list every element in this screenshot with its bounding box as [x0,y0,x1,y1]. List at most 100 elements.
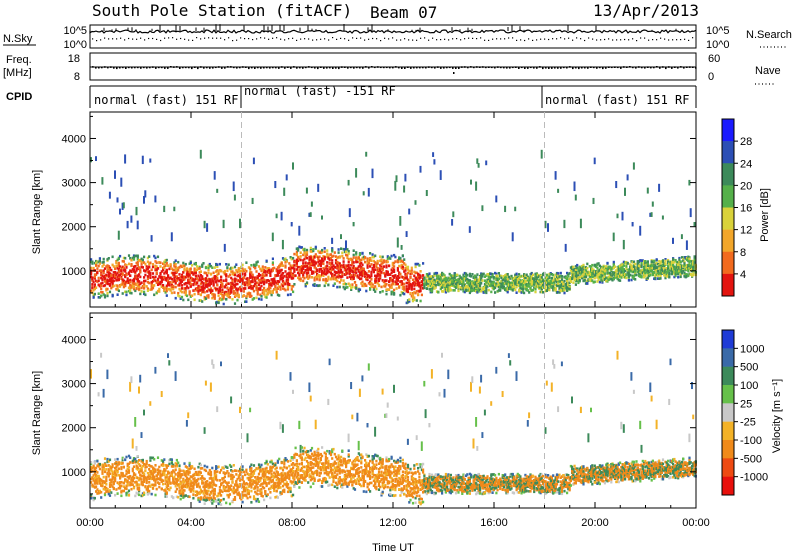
range-gate-cell [687,270,689,273]
sparse-echo-cell [331,238,333,244]
range-gate-cell [507,273,509,276]
range-gate-cell [187,299,189,302]
range-gate-cell [325,282,327,285]
range-gate-cell [106,295,108,298]
range-gate-cell [552,274,554,277]
range-gate-cell [498,278,500,281]
range-gate-cell [401,280,403,283]
range-gate-cell [668,272,670,275]
range-gate-cell [157,267,159,270]
range-gate-cell [284,283,286,286]
range-gate-cell [231,280,233,283]
noise-search-dot [304,38,305,39]
range-gate-cell [529,287,531,290]
range-gate-cell [201,265,203,268]
sparse-echo-cell [119,209,121,215]
sparse-echo-cell [399,216,401,226]
range-gate-cell [677,276,679,279]
range-gate-cell [129,281,131,284]
noise-search-dot [680,39,681,40]
range-gate-cell [218,272,220,275]
range-gate-cell [191,264,193,267]
range-gate-cell [143,287,145,290]
range-gate-cell [278,281,280,284]
range-gate-cell [133,286,135,289]
range-gate-cell [166,262,168,265]
range-gate-cell [205,267,207,270]
range-gate-cell [368,262,370,265]
freq-dot [452,67,454,69]
range-gate-cell [343,257,345,260]
sparse-echo-cell [470,180,472,185]
sparse-echo-cell [440,170,442,180]
range-gate-cell [189,290,191,293]
range-gate-cell [282,272,284,275]
noise-search-dot [588,37,589,38]
noise-search-dot [592,39,593,40]
range-gate-cell [153,294,155,297]
range-gate-cell [293,283,295,286]
range-gate-cell [680,276,682,279]
sparse-echo-cell [118,231,120,240]
colorbar-tick-label: 28 [740,136,752,148]
range-gate-cell [620,276,622,279]
y-tick-label: 4000 [62,133,86,145]
range-gate-cell [266,274,268,277]
nsky-label: N.Sky [3,33,33,45]
range-gate-cell [213,281,215,284]
noise-search-dot [624,39,625,40]
sparse-echo-cell [151,235,153,242]
range-gate-cell [440,279,442,282]
range-gate-cell [272,258,274,261]
range-gate-cell [113,265,115,268]
range-gate-cell [239,281,241,284]
range-gate-cell [546,274,548,277]
freq-dot [197,68,199,70]
power-colorbar-label: Power [dB] [759,188,771,242]
range-gate-cell [662,259,664,262]
range-gate-cell [214,266,216,269]
range-gate-cell [257,261,259,264]
range-gate-cell [324,247,326,250]
range-gate-cell [218,302,220,305]
range-gate-cell [457,290,459,293]
range-gate-cell [306,251,308,254]
range-gate-cell [420,270,422,273]
range-gate-cell [224,270,226,273]
range-gate-cell [143,256,145,259]
range-gate-cell [619,279,621,282]
range-gate-cell [154,276,156,279]
range-gate-cell [118,290,120,293]
range-gate-cell [383,260,385,263]
freq-dot [191,68,193,70]
range-gate-cell [343,279,345,282]
sparse-echo-cell [214,171,216,180]
range-gate-cell [94,293,96,296]
range-gate-cell [374,290,376,293]
noise-search-dot [460,39,461,40]
range-gate-cell [220,270,222,273]
range-gate-cell [147,289,149,292]
sparse-echo-cell [95,156,97,161]
noise-search-dot [104,38,105,39]
noise-search-dot [640,37,641,38]
noise-search-dot [552,38,553,39]
range-gate-cell [576,264,578,267]
sparse-echo-cell [200,150,202,159]
range-gate-cell [219,290,221,293]
range-gate-cell [339,255,341,258]
cpid-row: normal (fast) 151 RF normal (fast) -151 … [90,84,696,108]
noise-search-dot [164,38,165,39]
cpid-segment-2: normal (fast) -151 RF [244,84,396,98]
range-gate-cell [326,249,328,252]
sparse-echo-cell [317,184,319,192]
freq-unit-label: [MHz] [3,67,32,79]
range-gate-cell [225,274,227,277]
noise-search-dot [676,39,677,40]
range-gate-cell [641,262,643,265]
noise-search-dot [568,38,569,39]
range-gate-cell [166,269,168,272]
range-gate-cell [330,278,332,281]
freq-dot [527,67,529,69]
sparse-echo-cell [292,162,294,169]
